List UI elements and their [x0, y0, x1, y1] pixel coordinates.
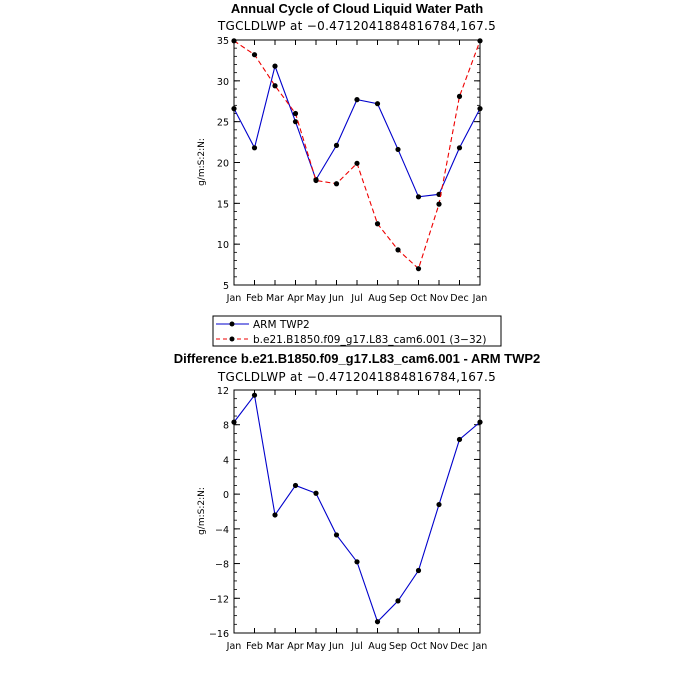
- chart1-legend: ARM TWP2 b.e21.B1850.f09_g17.L83_cam6.00…: [212, 315, 502, 347]
- x-tick-label: Nov: [430, 641, 449, 652]
- chart2-series-0-point: [374, 619, 381, 625]
- y-tick-label: −12: [209, 594, 229, 605]
- chart2-series-0-point: [292, 482, 299, 489]
- y-tick-label: 35: [217, 36, 229, 47]
- chart2-series-0-point: [313, 490, 319, 496]
- x-tick-label: Jan: [472, 293, 488, 304]
- chart1-series-0-point: [272, 63, 278, 69]
- x-tick-label: May: [306, 641, 326, 652]
- x-tick-label: Mar: [266, 641, 284, 652]
- x-tick-label: Jul: [350, 293, 362, 304]
- y-tick-label: 25: [217, 118, 229, 129]
- chart1-series-1-point: [272, 83, 278, 89]
- legend-marker-arm: [229, 321, 235, 327]
- chart2-series-0-point: [354, 559, 360, 565]
- chart2-series-0-point: [272, 512, 278, 518]
- chart1-series-1-line: [233, 40, 481, 270]
- x-tick-label: Mar: [266, 293, 284, 304]
- chart2-plot: Jan Feb Mar Apr May Jun Jul Aug Sep Oct Nov Dec Jan−…: [209, 386, 487, 652]
- chart1-series-1-point: [415, 266, 422, 272]
- chart1-series-1-point: [333, 181, 340, 187]
- chart1-frame: [233, 39, 481, 286]
- legend-box: [212, 315, 502, 347]
- chart1-series-0-point: [251, 145, 258, 151]
- chart1-series-1-point: [251, 52, 258, 58]
- chart2-ylabel: g/m:S:2:N:: [197, 487, 207, 535]
- x-tick-label: Nov: [430, 293, 449, 304]
- x-tick-label: Jun: [328, 641, 344, 652]
- y-tick-label: 8: [223, 421, 229, 432]
- chart1-subtitle: TGCLDLWP at −0.4712041884816784,167.5: [217, 19, 496, 33]
- chart1-title: Annual Cycle of Cloud Liquid Water Path: [231, 1, 483, 16]
- chart1-series-1-point: [374, 221, 381, 227]
- chart1-series-0-point: [395, 146, 401, 153]
- y-tick-label: 4: [223, 455, 229, 466]
- chart1-series-0-point: [292, 119, 299, 125]
- chart2-series-0-point: [395, 598, 401, 604]
- x-tick-label: Jun: [328, 293, 344, 304]
- x-tick-label: Sep: [389, 641, 407, 652]
- y-tick-label: 15: [217, 199, 229, 210]
- chart2-series-0-point: [415, 567, 422, 574]
- legend-label-arm: ARM TWP2: [253, 319, 310, 331]
- y-tick-label: 5: [223, 281, 229, 292]
- x-tick-label: Apr: [287, 293, 304, 304]
- x-tick-label: Oct: [410, 641, 427, 652]
- chart1-series-1-point: [292, 110, 299, 117]
- chart2-series-0-point: [456, 436, 463, 443]
- y-tick-label: 12: [217, 386, 229, 397]
- chart1-series-1-point: [395, 247, 401, 253]
- x-tick-label: Aug: [368, 293, 387, 304]
- chart1-series-0-point: [333, 142, 340, 148]
- x-tick-label: Feb: [246, 293, 263, 304]
- chart2-title: Difference b.e21.B1850.f09_g17.L83_cam6.…: [174, 351, 541, 366]
- chart1-series-0-line: [233, 64, 481, 198]
- x-tick-label: Dec: [450, 641, 468, 652]
- y-tick-label: 20: [217, 159, 229, 170]
- x-tick-label: Jan: [226, 293, 242, 304]
- legend-marker-model: [229, 336, 235, 342]
- chart2-series-0-point: [333, 532, 340, 538]
- chart2-subtitle: TGCLDLWP at −0.4712041884816784,167.5: [217, 370, 496, 384]
- legend-label-model: b.e21.B1850.f09_g17.L83_cam6.001 (3−32): [253, 334, 486, 346]
- y-tick-label: −4: [215, 525, 229, 536]
- x-tick-label: Jul: [350, 641, 362, 652]
- chart2-series-0-line: [233, 393, 481, 623]
- y-tick-label: −16: [209, 629, 229, 640]
- chart1-series-1-point: [313, 177, 319, 184]
- chart1-series-1-point: [436, 201, 442, 207]
- chart1-series-1-point: [354, 160, 360, 166]
- chart2-series-0-point: [436, 501, 442, 508]
- y-tick-label: 10: [217, 240, 229, 251]
- x-tick-label: Sep: [389, 293, 407, 304]
- chart2-series-0-point: [251, 392, 258, 398]
- chart1-series-0-point: [374, 101, 381, 107]
- x-tick-label: Jan: [472, 641, 488, 652]
- x-tick-label: Feb: [246, 641, 263, 652]
- chart1-ylabel: g/m:S:2:N:: [197, 138, 207, 186]
- x-tick-label: May: [306, 293, 326, 304]
- x-tick-label: Dec: [450, 293, 468, 304]
- chart1-series-1-point: [456, 93, 463, 99]
- x-tick-label: Aug: [368, 641, 387, 652]
- chart1-series-0-point: [456, 145, 463, 151]
- chart1-series-0-point: [415, 194, 422, 200]
- x-tick-label: Apr: [287, 641, 304, 652]
- x-tick-label: Oct: [410, 293, 427, 304]
- chart1-plot: Jan Feb Mar Apr May Jun Jul Aug Sep Oct Nov Dec Jan5…: [217, 36, 487, 304]
- chart1-series-0-point: [354, 97, 360, 103]
- x-tick-label: Jan: [226, 641, 242, 652]
- y-tick-label: −8: [215, 560, 229, 571]
- chart2-frame: [233, 389, 481, 634]
- y-tick-label: 30: [217, 77, 229, 88]
- y-tick-label: 0: [223, 490, 229, 501]
